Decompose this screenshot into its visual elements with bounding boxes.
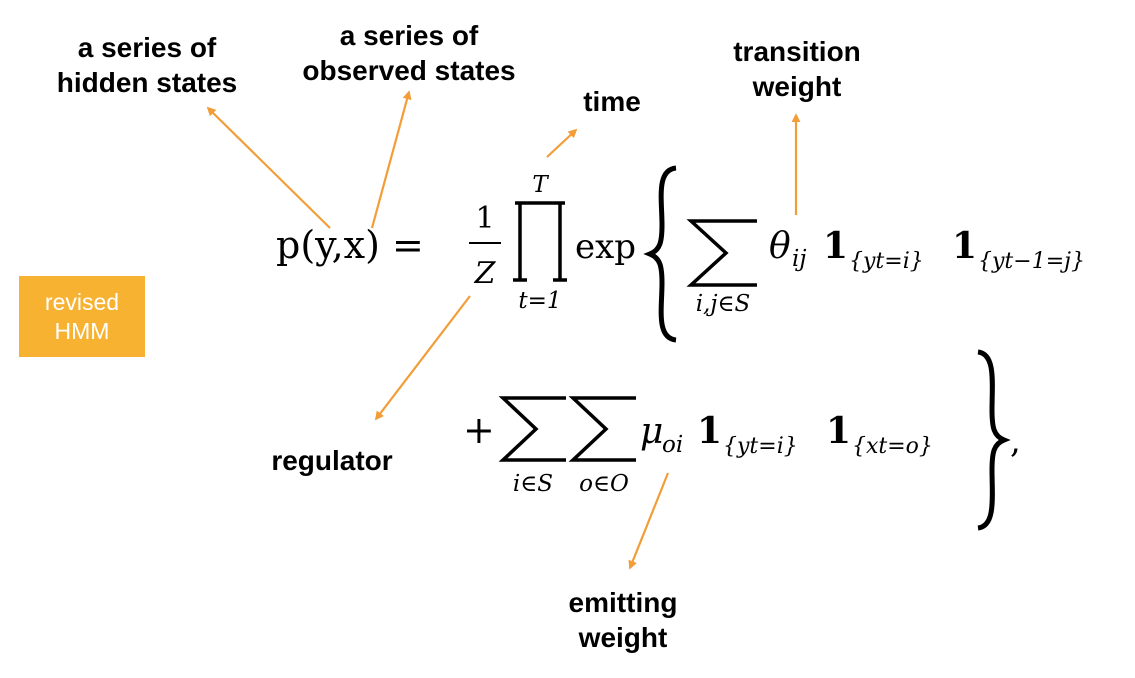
indicator-one-1: 1 [823,225,848,267]
indicator-subscript-yt-i-2: {yt=i} [723,434,798,459]
label-time: time [583,84,641,119]
product-symbol [513,201,567,282]
mu-subscript: oi [662,432,683,458]
badge-line1: revised [44,288,120,315]
label-time-line1: time [583,86,641,117]
arrows [206,90,801,570]
theta-symbol: θ [769,226,791,267]
arrow-emitting-weight [628,472,670,570]
arrow-observed-states [370,90,412,229]
sum-lower-limit-i: i∈S [513,471,553,497]
revised-hmm-badge: revised HMM [19,276,145,357]
arrow-hidden-states [206,106,331,229]
right-brace [977,349,1011,531]
label-regulator: regulator [271,443,392,478]
exp-function: exp [575,227,636,267]
product-upper-limit: T [532,172,549,198]
label-transition-weight-line2: weight [752,71,842,102]
label-observed-states: a series of observed states [302,18,515,88]
sum-lower-limit-ij: i,j∈S [696,291,751,317]
mu-symbol: μ [640,411,663,452]
fraction-numerator: 1 [475,201,494,236]
label-emitting-weight-line2: weight [578,622,668,653]
sum-symbol-i [498,396,566,462]
theta-subscript: ij [792,246,807,272]
sum-symbol-ij [686,219,757,287]
left-brace [643,165,677,343]
label-hidden-states: a series of hidden states [57,30,237,100]
indicator-one-4: 1 [826,410,851,452]
sum-symbol-o [568,396,636,462]
arrow-regulator [374,295,471,421]
label-hidden-states-line1: a series of [77,32,217,63]
label-emitting-weight-line1: emitting [568,587,678,618]
label-transition-weight-line1: transition [733,36,861,67]
equation: p(y,x) = 1 Z T t=1 exp i,j∈S θ ij 1 {yt=… [276,165,1085,531]
fraction-denominator: Z [474,256,497,291]
equation-lhs: p(y,x) = [276,223,424,267]
product-lower-limit: t=1 [518,288,561,314]
label-hidden-states-line2: hidden states [56,67,238,98]
indicator-subscript-yt-i: {yt=i} [849,249,924,274]
label-emitting-weight: emitting weight [569,585,678,655]
arrow-time [546,128,578,158]
label-transition-weight: transition weight [733,34,861,104]
indicator-one-2: 1 [952,225,977,267]
indicator-subscript-yt1-j: {yt−1=j} [978,249,1085,274]
label-observed-states-line2: observed states [302,55,516,86]
label-regulator-line1: regulator [271,445,393,476]
plus-sign: + [463,408,495,452]
trailing-comma: , [1010,421,1021,461]
indicator-subscript-xt-o: {xt=o} [852,434,933,459]
indicator-one-3: 1 [697,410,722,452]
badge-line2: HMM [54,317,110,344]
sum-lower-limit-o: o∈O [579,471,629,497]
label-observed-states-line1: a series of [339,20,479,51]
